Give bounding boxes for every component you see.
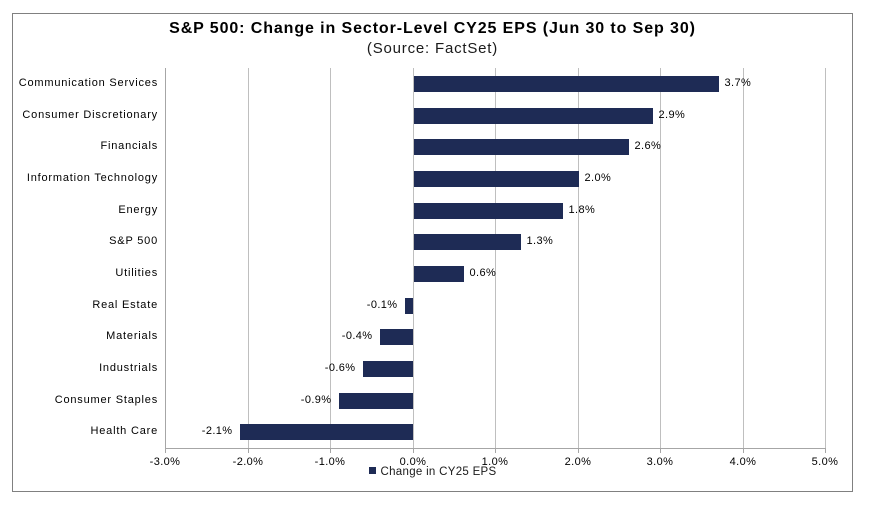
gridline bbox=[578, 68, 579, 448]
bar bbox=[413, 139, 629, 156]
bar bbox=[404, 297, 413, 314]
x-tick-label: 1.0% bbox=[481, 456, 509, 468]
axis-tick bbox=[248, 448, 249, 453]
bar bbox=[362, 360, 413, 377]
axis-tick bbox=[660, 448, 661, 453]
value-label: -2.1% bbox=[201, 425, 233, 438]
gridline bbox=[825, 68, 826, 448]
legend-swatch-icon bbox=[368, 467, 376, 475]
axis-tick bbox=[165, 448, 166, 453]
bar bbox=[413, 170, 579, 187]
category-label: S&P 500 bbox=[109, 235, 158, 248]
gridline bbox=[743, 68, 744, 448]
value-label: 2.0% bbox=[584, 171, 612, 184]
category-label: Health Care bbox=[90, 425, 158, 438]
x-tick-label: 3.0% bbox=[646, 456, 674, 468]
x-tick-label: -1.0% bbox=[314, 456, 346, 468]
chart-frame: S&P 500: Change in Sector-Level CY25 EPS… bbox=[12, 13, 853, 492]
value-label: -0.4% bbox=[341, 330, 373, 343]
gridline bbox=[330, 68, 331, 448]
x-tick-label: 2.0% bbox=[564, 456, 592, 468]
gridline bbox=[165, 68, 166, 448]
x-tick-label: 4.0% bbox=[729, 456, 757, 468]
category-label: Consumer Discretionary bbox=[22, 108, 158, 121]
bar bbox=[413, 234, 521, 251]
legend-label: Change in CY25 EPS bbox=[380, 466, 497, 478]
value-label: 1.8% bbox=[568, 203, 596, 216]
category-label: Energy bbox=[118, 203, 158, 216]
bar bbox=[413, 107, 653, 124]
x-tick-label: -2.0% bbox=[232, 456, 264, 468]
bar bbox=[239, 424, 413, 441]
value-label: 2.9% bbox=[658, 108, 686, 121]
category-label: Real Estate bbox=[92, 298, 158, 311]
bar bbox=[338, 392, 413, 409]
gridline bbox=[495, 68, 496, 448]
value-label: 0.6% bbox=[469, 266, 497, 279]
axis-tick bbox=[413, 448, 414, 453]
category-label: Consumer Staples bbox=[54, 393, 158, 406]
plot-area: -3.0% -2.0% -1.0% 0.0% 1.0% 2.0% 3.0% 4.0% 5.0% 3… bbox=[150, 68, 838, 468]
legend: Change in CY25 EPS bbox=[13, 465, 852, 479]
bar bbox=[413, 75, 719, 92]
gridline bbox=[248, 68, 249, 448]
bar bbox=[413, 265, 464, 282]
axis-tick bbox=[578, 448, 579, 453]
x-tick-label: -3.0% bbox=[149, 456, 181, 468]
value-label: 1.3% bbox=[526, 235, 554, 248]
bar bbox=[413, 202, 563, 219]
value-label: -0.1% bbox=[366, 298, 398, 311]
x-tick-label: 0.0% bbox=[399, 456, 427, 468]
value-label: 2.6% bbox=[634, 140, 662, 153]
value-label: -0.9% bbox=[300, 393, 332, 406]
category-label: Financials bbox=[100, 140, 158, 153]
gridline bbox=[660, 68, 661, 448]
category-label: Materials bbox=[106, 330, 158, 343]
gridline bbox=[413, 68, 414, 448]
axis-tick bbox=[825, 448, 826, 453]
x-tick-label: 5.0% bbox=[811, 456, 839, 468]
axis-tick bbox=[743, 448, 744, 453]
category-label: Utilities bbox=[115, 266, 158, 279]
value-label: -0.6% bbox=[324, 361, 356, 374]
category-label: Industrials bbox=[99, 361, 158, 374]
bar bbox=[379, 329, 413, 346]
category-label: Information Technology bbox=[26, 171, 158, 184]
value-label: 3.7% bbox=[724, 76, 752, 89]
chart-title: S&P 500: Change in Sector-Level CY25 EPS… bbox=[169, 20, 696, 37]
axis-tick bbox=[330, 448, 331, 453]
x-axis bbox=[165, 448, 826, 449]
chart-subtitle: (Source: FactSet) bbox=[366, 40, 499, 57]
axis-tick bbox=[495, 448, 496, 453]
category-label: Communication Services bbox=[18, 76, 158, 89]
